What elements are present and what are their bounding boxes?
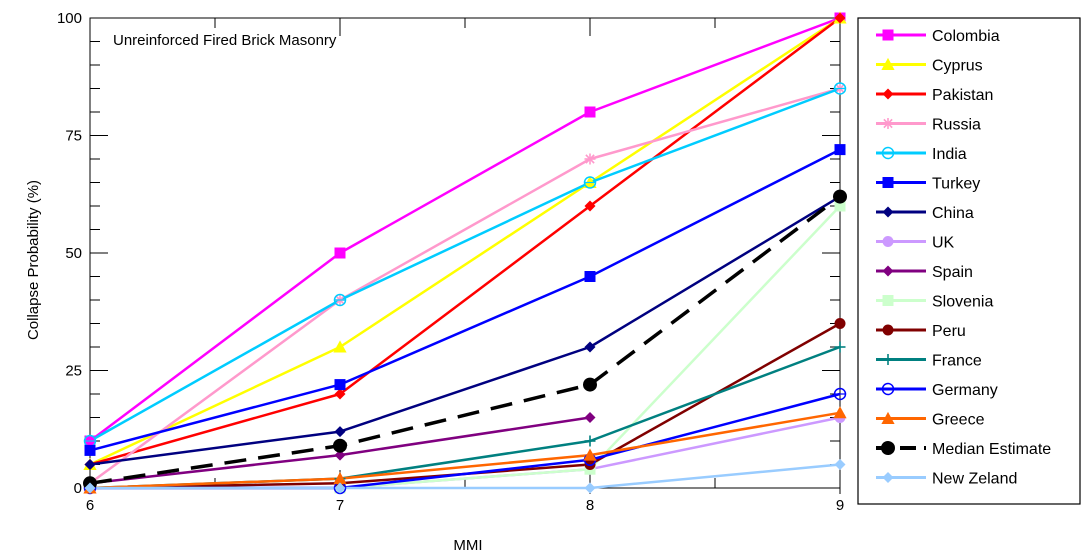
data-point-spain bbox=[334, 449, 346, 461]
series-line-slovenia bbox=[90, 205, 841, 490]
data-point-median-estimate bbox=[583, 377, 597, 392]
data-point-greece bbox=[833, 406, 847, 419]
x-axis-label: MMI bbox=[453, 537, 482, 554]
legend-label-spain: Spain bbox=[932, 264, 973, 281]
y-tick-label: 75 bbox=[65, 128, 82, 145]
legend-label-pakistan: Pakistan bbox=[932, 87, 993, 104]
legend-label-greece: Greece bbox=[932, 412, 985, 429]
series-line-turkey bbox=[89, 148, 841, 452]
legend-marker-median-estimate bbox=[881, 441, 895, 455]
data-point-colombia bbox=[334, 247, 346, 259]
legend-label-turkey: Turkey bbox=[932, 176, 980, 193]
chart-title: Unreinforced Fired Brick Masonry bbox=[113, 32, 337, 49]
legend-label-france: France bbox=[932, 353, 982, 370]
data-point-turkey bbox=[834, 144, 846, 156]
series-line-new-zeland bbox=[90, 463, 841, 490]
series-line-median-estimate bbox=[89, 195, 842, 486]
series-line-cyprus bbox=[89, 16, 841, 466]
data-point-pakistan bbox=[334, 388, 346, 400]
data-point-colombia bbox=[584, 106, 596, 118]
x-tick-label: 6 bbox=[86, 497, 94, 514]
legend-marker-turkey bbox=[882, 177, 894, 188]
data-point-pakistan bbox=[584, 200, 596, 212]
legend-label-uk: UK bbox=[932, 235, 955, 252]
data-point-slovenia bbox=[834, 200, 846, 212]
legend-label-cyprus: Cyprus bbox=[932, 58, 983, 75]
data-point-china bbox=[84, 459, 96, 470]
legend-label-russia: Russia bbox=[932, 117, 981, 134]
data-point-cyprus bbox=[333, 340, 347, 353]
data-point-new-zeland bbox=[334, 482, 346, 494]
data-point-turkey bbox=[84, 444, 96, 456]
legend-label-median-estimate: Median Estimate bbox=[932, 441, 1051, 458]
y-tick-label: 0 bbox=[74, 480, 82, 497]
legend-marker-cyprus bbox=[881, 57, 895, 70]
data-point-pakistan bbox=[834, 12, 846, 24]
x-tick-label: 9 bbox=[836, 497, 844, 514]
legend-marker-pakistan bbox=[882, 88, 894, 100]
data-point-median-estimate bbox=[833, 189, 847, 204]
data-point-china bbox=[334, 426, 346, 438]
legend-box bbox=[857, 17, 1081, 505]
legend-label-china: China bbox=[932, 205, 974, 222]
data-point-median-estimate bbox=[333, 438, 347, 453]
data-point-new-zeland bbox=[584, 482, 596, 494]
legend-label-new-zeland: New Zeland bbox=[932, 471, 1017, 488]
data-point-turkey bbox=[334, 379, 346, 391]
series-line-india bbox=[89, 87, 841, 443]
legend-marker-china bbox=[882, 206, 894, 218]
y-tick-label: 25 bbox=[65, 363, 82, 380]
legend-label-peru: Peru bbox=[932, 323, 966, 340]
legend-label-slovenia: Slovenia bbox=[932, 294, 993, 311]
series-line-greece bbox=[89, 411, 841, 490]
legend-label-germany: Germany bbox=[932, 382, 998, 399]
plot-markers bbox=[83, 11, 847, 495]
data-point-russia-d2 bbox=[585, 154, 595, 164]
plot-frame bbox=[89, 17, 841, 489]
y-tick-label: 50 bbox=[65, 245, 82, 262]
data-point-new-zeland bbox=[84, 482, 96, 494]
series-line-russia bbox=[89, 87, 841, 485]
data-point-greece bbox=[583, 448, 597, 461]
data-point-greece bbox=[333, 472, 347, 485]
data-point-peru bbox=[584, 459, 596, 470]
y-axis-label: Collapse Probability (%) bbox=[25, 180, 42, 340]
x-tick-label: 8 bbox=[586, 497, 594, 514]
legend-marker-spain bbox=[882, 265, 894, 277]
legend-marker-russia-d2 bbox=[883, 118, 893, 129]
series-line-pakistan bbox=[89, 17, 841, 466]
data-point-peru bbox=[834, 318, 846, 329]
plot-lines bbox=[89, 16, 842, 490]
y-tick-label: 100 bbox=[57, 10, 82, 27]
legend-marker-colombia bbox=[882, 29, 894, 41]
legend-marker-uk bbox=[882, 236, 894, 247]
legend-label-colombia: Colombia bbox=[932, 28, 1000, 45]
legend-marker-slovenia bbox=[882, 295, 894, 306]
legend-marker-peru bbox=[882, 324, 894, 336]
data-point-spain bbox=[584, 412, 596, 423]
x-tick-label: 7 bbox=[336, 497, 344, 514]
legend: Colombia Cyprus Pakistan Russia India Turkey C… bbox=[857, 17, 1081, 505]
legend-marker-greece bbox=[881, 411, 895, 424]
series-line-peru bbox=[89, 322, 841, 490]
series-line-china bbox=[89, 195, 841, 466]
data-point-new-zeland bbox=[834, 459, 846, 470]
legend-label-india: India bbox=[932, 146, 967, 163]
series-line-colombia bbox=[89, 16, 841, 442]
data-point-china bbox=[584, 341, 596, 353]
data-point-turkey bbox=[584, 271, 596, 282]
legend-marker-new-zeland bbox=[882, 472, 894, 483]
